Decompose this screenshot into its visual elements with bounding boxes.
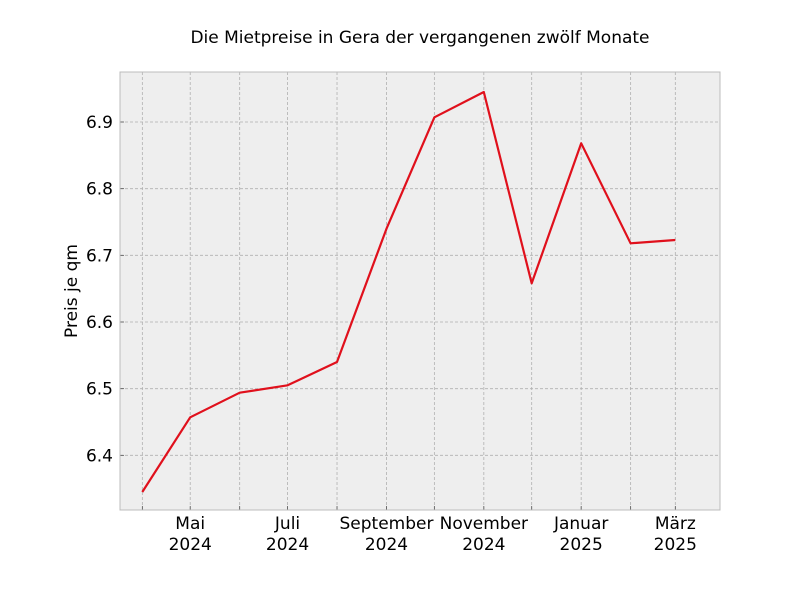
grid [120, 72, 720, 510]
x-tick-label: 2025 [560, 535, 603, 555]
x-tick-label: 2024 [266, 535, 309, 555]
y-tick-label: 6.8 [86, 180, 113, 200]
y-tick-label: 6.9 [86, 113, 113, 133]
y-tick-label: 6.5 [86, 380, 113, 400]
y-axis: 6.4 6.5 6.6 6.7 6.8 6.9 [86, 113, 124, 466]
series-line [141, 90, 676, 493]
x-tick-label: März [655, 514, 696, 534]
y-tick-label: 6.4 [86, 446, 113, 466]
plot-area [120, 72, 720, 510]
x-tick-label: September [340, 514, 434, 534]
chart-title: Die Mietpreise in Gera der vergangenen z… [190, 28, 649, 48]
series-layer [141, 90, 676, 493]
y-tick-label: 6.7 [86, 246, 113, 266]
x-tick-label: Januar [553, 514, 608, 534]
x-tick-label: November [440, 514, 528, 534]
plot-frame [119, 71, 721, 511]
x-tick-label: 2025 [654, 535, 697, 555]
y-tick-label: 6.6 [86, 313, 113, 333]
y-axis-label: Preis je qm [62, 244, 82, 338]
x-tick-label: Mai [175, 514, 205, 534]
x-tick-label: Juli [274, 514, 300, 534]
x-tick-label: 2024 [169, 535, 212, 555]
x-tick-label: 2024 [365, 535, 408, 555]
x-axis: Mai2024Juli2024September2024November2024… [141, 506, 697, 555]
x-tick-label: 2024 [462, 535, 505, 555]
